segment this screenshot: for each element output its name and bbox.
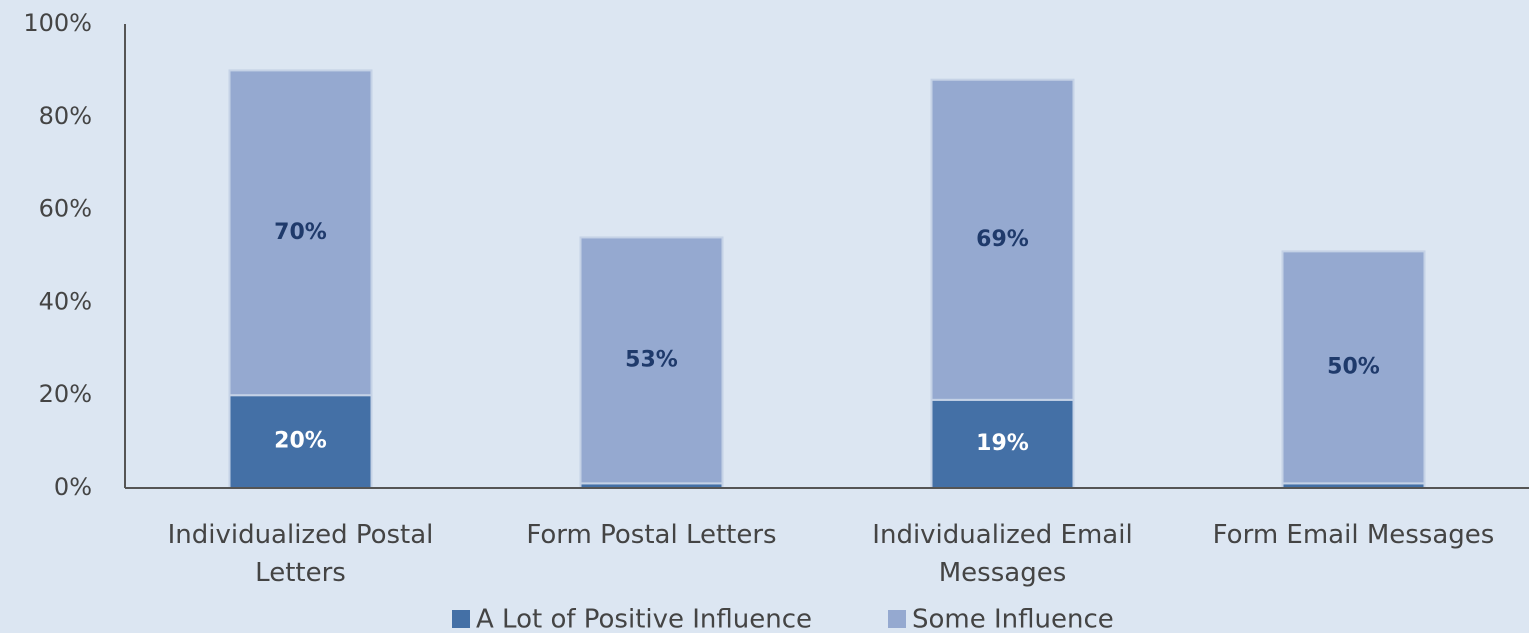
value-label: 53% xyxy=(625,347,678,372)
x-tick-label: Individualized Email Messages xyxy=(872,520,1133,588)
value-label: 69% xyxy=(976,227,1029,252)
x-tick-label: Form Email Messages xyxy=(1212,520,1495,550)
y-tick-label: 20% xyxy=(39,380,92,408)
bar-segment xyxy=(930,78,1075,401)
x-tick-label: Individualized Postal Letters xyxy=(167,520,434,588)
y-tick-label: 80% xyxy=(39,102,92,130)
y-tick-label: 40% xyxy=(39,287,92,315)
bar-segment xyxy=(930,398,1075,489)
legend-swatch xyxy=(888,610,906,628)
y-tick-label: 60% xyxy=(39,195,92,223)
value-label: 70% xyxy=(274,220,327,245)
value-label: 19% xyxy=(976,431,1029,456)
legend-label: A Lot of Positive Influence xyxy=(476,605,812,633)
value-label: 50% xyxy=(1327,354,1380,379)
x-tick-label: Form Postal Letters xyxy=(526,520,777,550)
bar-segment xyxy=(1281,250,1426,485)
legend-label: Some Influence xyxy=(912,605,1114,633)
bar-segment xyxy=(228,69,373,397)
bar-segment xyxy=(579,236,724,485)
y-tick-label: 100% xyxy=(23,9,92,37)
legend-swatch xyxy=(452,610,470,628)
value-label: 20% xyxy=(274,429,327,454)
y-tick-label: 0% xyxy=(54,473,92,501)
